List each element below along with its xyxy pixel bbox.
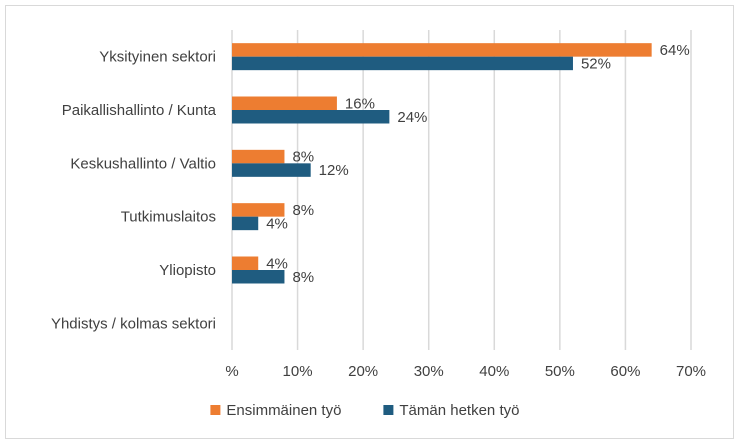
x-tick-label: 30% (414, 363, 444, 380)
x-tick-label: 50% (545, 363, 575, 380)
x-tick-label: 70% (676, 363, 706, 380)
x-tick-label: 10% (283, 363, 313, 380)
x-tick-label: % (225, 363, 238, 380)
category-label: Yliopisto (159, 262, 216, 279)
bar-first-job (232, 149, 285, 164)
category-labels: Yksityinen sektori Paikallishallinto / Ku… (51, 49, 217, 333)
x-axis-ticks: % 10% 20% 30% 40% 50% 60% 70% (225, 363, 706, 380)
bar-first-job (232, 96, 337, 110)
data-label: 16% (345, 95, 375, 112)
gridlines (231, 30, 692, 350)
x-tick-label: 60% (610, 363, 640, 380)
bar-current-job (232, 216, 259, 231)
legend-swatch (210, 405, 221, 415)
bar-first-job (232, 203, 285, 217)
chart-frame: 64% 52% 16% 24% 8% 12% 8% 4% 4% 8% Yksityinen sek… (5, 5, 734, 439)
bar-current-job (232, 110, 390, 124)
category-label: Paikallishallinto / Kunta (62, 102, 217, 119)
legend-label: Ensimmäinen työ (226, 402, 341, 419)
bar-chart: 64%52%16%24%8%12%8%4%4%8% Yksityinen sek… (51, 30, 706, 419)
data-label: 24% (397, 109, 427, 126)
legend-label: Tämän hetken työ (399, 402, 519, 419)
data-label: 8% (292, 149, 314, 166)
legend-swatch (383, 405, 394, 415)
x-tick-label: 20% (348, 363, 378, 380)
bar-current-job (232, 56, 573, 71)
x-tick-label: 40% (479, 363, 509, 380)
bars (232, 43, 652, 284)
data-label: 4% (266, 255, 288, 272)
data-label: 8% (292, 269, 314, 286)
data-labels: 64%52%16%24%8%12%8%4%4%8% (266, 42, 689, 286)
data-label: 4% (266, 215, 288, 232)
data-label: 12% (319, 162, 349, 179)
data-label: 52% (581, 55, 611, 72)
bar-first-job (232, 43, 652, 57)
legend: Ensimmäinen työ Tämän hetken työ (210, 402, 519, 419)
bar-first-job (232, 256, 259, 270)
category-label: Keskushallinto / Valtio (70, 155, 216, 172)
category-label: Yksityinen sektori (99, 49, 216, 66)
category-label: Tutkimuslaitos (121, 209, 216, 226)
data-label: 64% (660, 42, 690, 59)
category-label: Yhdistys / kolmas sektori (51, 315, 216, 332)
bar-current-job (232, 163, 311, 177)
bar-current-job (232, 270, 285, 284)
data-label: 8% (292, 202, 314, 219)
